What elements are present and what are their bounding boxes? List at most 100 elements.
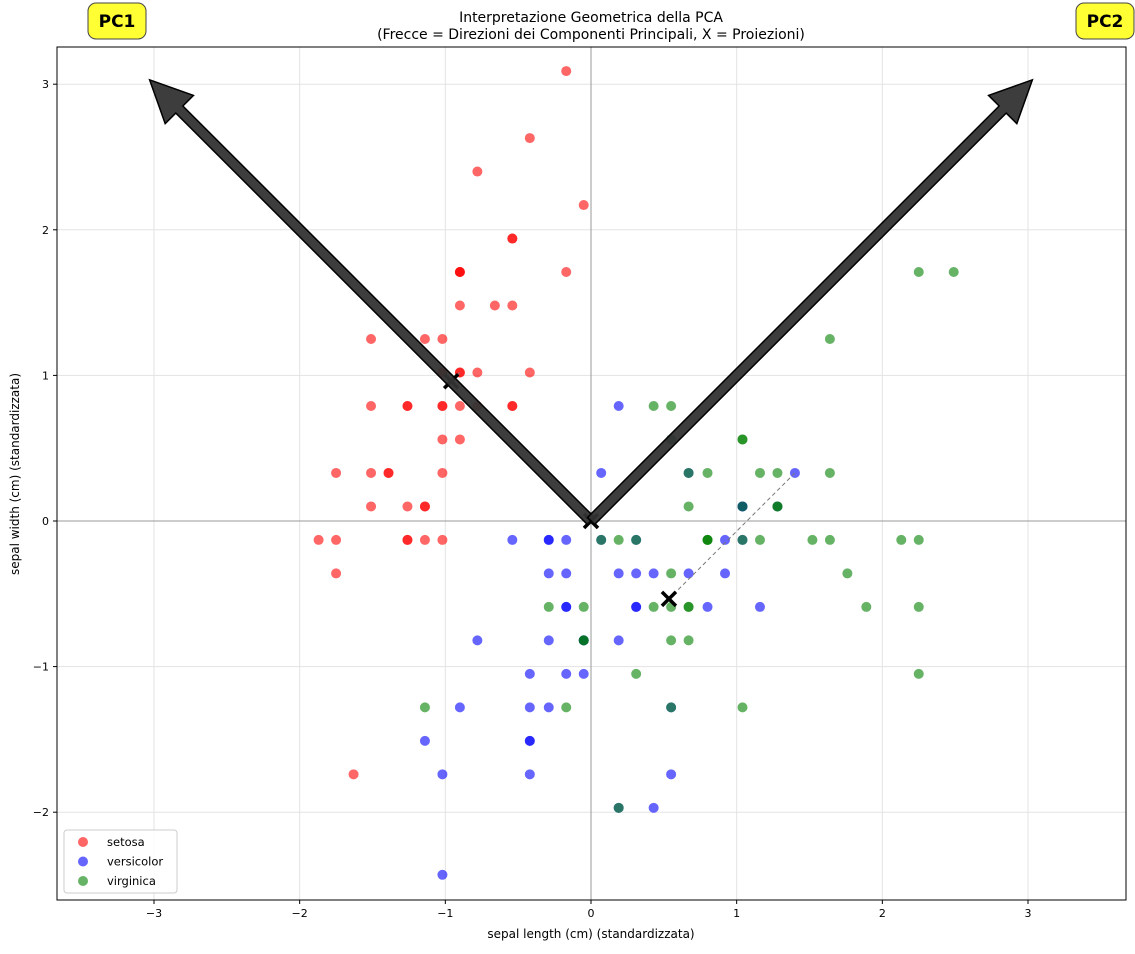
axis-ticks: −3 −2 −1 0 1 2 3 −2 −1 0 1 2 3 [33, 78, 1032, 920]
point-versicolor [648, 802, 659, 813]
y-tick-label: 1 [42, 369, 49, 382]
point-versicolor [543, 568, 554, 579]
point-virginica [737, 702, 748, 713]
chart-subtitle: (Frecce = Direzioni dei Componenti Princ… [377, 27, 805, 43]
point-virginica [702, 534, 713, 545]
data-points [313, 66, 959, 880]
point-virginica [419, 702, 430, 713]
y-tick-label: 0 [42, 515, 49, 528]
pc-labels: PC1 PC2 [87, 2, 1135, 40]
x-tick-label: 1 [733, 907, 740, 920]
arrow-pc1 [148, 78, 596, 526]
label-box-pc1 [87, 2, 147, 40]
legend-marker-virginica [78, 876, 88, 886]
pc-arrows [148, 78, 1034, 526]
point-versicolor [631, 568, 642, 579]
point-virginica [561, 702, 572, 713]
point-virginica [913, 601, 924, 612]
point-versicolor [702, 601, 713, 612]
point-versicolor [613, 635, 624, 646]
point-setosa [524, 367, 535, 378]
point-setosa [437, 400, 448, 411]
point-virginica [683, 601, 694, 612]
legend-label-setosa: setosa [107, 835, 145, 849]
point-virginica [861, 601, 872, 612]
y-tick-label: −2 [33, 806, 49, 819]
point-setosa [348, 769, 359, 780]
point-setosa [561, 267, 572, 278]
point-virginica [824, 534, 835, 545]
point-virginica [702, 467, 713, 478]
point-versicolor [524, 769, 535, 780]
label-box-pc2 [1075, 2, 1135, 40]
point-setosa [454, 400, 465, 411]
point-virginica [648, 400, 659, 411]
point-virginica [824, 334, 835, 344]
point-versicolor [561, 601, 572, 612]
point-virginica [648, 601, 659, 612]
y-axis-label: sepal width (cm) (standardizzata) [8, 373, 22, 575]
point-setosa [402, 534, 413, 545]
point-virginica [683, 635, 694, 646]
point-setosa [489, 300, 500, 311]
point-versicolor [524, 735, 535, 746]
point-virginica [913, 267, 924, 278]
point-virginica [824, 467, 835, 478]
point-virginica [631, 534, 642, 545]
point-virginica [578, 635, 589, 646]
point-versicolor [507, 534, 518, 545]
point-setosa [366, 334, 377, 344]
point-setosa [507, 233, 518, 244]
point-virginica [543, 601, 554, 612]
point-setosa [331, 467, 342, 478]
point-setosa [454, 267, 465, 278]
point-versicolor [648, 568, 659, 579]
point-setosa [454, 434, 465, 445]
point-setosa [313, 534, 324, 545]
point-virginica [683, 501, 694, 512]
point-virginica [666, 635, 677, 646]
point-versicolor [578, 668, 589, 679]
point-versicolor [524, 668, 535, 679]
point-versicolor [472, 635, 483, 646]
point-versicolor [543, 635, 554, 646]
point-setosa [331, 568, 342, 579]
legend-label-virginica: virginica [107, 874, 156, 888]
point-setosa [472, 166, 483, 177]
point-versicolor [613, 568, 624, 579]
point-versicolor [631, 601, 642, 612]
x-tick-label: 2 [879, 907, 886, 920]
point-virginica [896, 534, 907, 545]
point-versicolor [454, 702, 465, 713]
x-tick-label: −1 [437, 907, 453, 920]
point-virginica [737, 434, 748, 445]
point-versicolor [561, 568, 572, 579]
point-setosa [366, 400, 377, 411]
point-setosa [402, 501, 413, 512]
label-pc2: PC2 [1087, 12, 1124, 32]
point-setosa [383, 467, 394, 478]
x-tick-label: −2 [292, 907, 308, 920]
label-pc1: PC1 [99, 12, 136, 32]
point-setosa [419, 501, 430, 512]
point-setosa [366, 467, 377, 478]
point-setosa [366, 501, 377, 512]
x-axis-label: sepal length (cm) (standardizzata) [487, 927, 694, 941]
legend-marker-versicolor [78, 856, 88, 867]
point-virginica [578, 601, 589, 612]
chart-title: Interpretazione Geometrica della PCA [459, 10, 723, 26]
x-tick-label: 3 [1025, 907, 1032, 920]
projection-line [668, 472, 796, 600]
point-setosa [437, 334, 448, 344]
point-versicolor [561, 668, 572, 679]
y-tick-label: 3 [42, 78, 49, 91]
point-virginica [631, 668, 642, 679]
point-setosa [437, 534, 448, 545]
point-versicolor [561, 534, 572, 545]
legend-marker-setosa [78, 837, 88, 847]
point-virginica [754, 467, 765, 478]
point-setosa [402, 400, 413, 411]
point-virginica [772, 501, 783, 512]
point-setosa [419, 534, 430, 545]
